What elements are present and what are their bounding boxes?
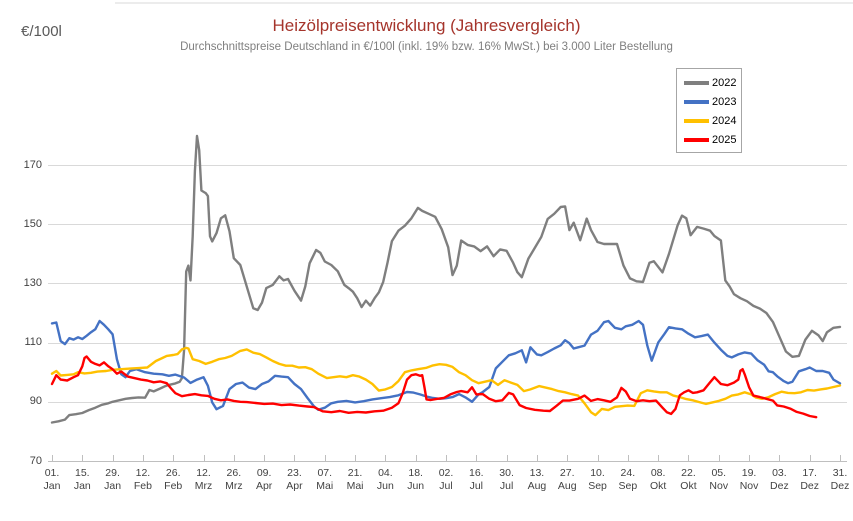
x-tick-label-21.Mai: 21. Mai	[346, 467, 364, 492]
x-tick-label-27.Aug: 27. Aug	[557, 467, 577, 492]
series-line-2023	[50, 319, 842, 411]
x-tick-label-02.Jul: 02. Jul	[438, 467, 454, 492]
y-axis-unit-label: €/100l	[21, 23, 62, 40]
series-line-2022	[50, 134, 842, 424]
legend-swatch-2023	[684, 99, 709, 104]
x-tick-label-09.Apr: 09. Apr	[255, 467, 273, 492]
legend: 2022 2023 2024 2025	[676, 68, 742, 153]
x-tick-label-23.Apr: 23. Apr	[286, 467, 303, 492]
legend-swatch-2025	[684, 137, 709, 142]
series-line-2024	[50, 346, 842, 417]
x-tick-label-07.Mai: 07. Mai	[316, 467, 334, 492]
legend-label-2023: 2023	[712, 95, 737, 108]
legend-item-2022: 2022	[684, 73, 741, 92]
legend-swatch-2024	[684, 118, 709, 123]
y-tick-label-70: 70	[29, 454, 42, 467]
y-tick-label-130: 130	[23, 276, 42, 289]
x-tick-label-30.Jul: 30. Jul	[499, 467, 514, 492]
x-tick-label-12.Feb: 12. Feb	[133, 467, 152, 492]
x-tick-label-16.Jul: 16. Jul	[468, 467, 484, 492]
legend-item-2023: 2023	[684, 92, 741, 111]
x-tick-label-01.Jan: 01. Jan	[43, 467, 61, 492]
chart-title: Heizölpreisentwicklung (Jahresvergleich)	[272, 16, 581, 35]
x-tick-label-15.Jan: 15. Jan	[73, 467, 91, 492]
x-tick-label-24.Sep: 24. Sep	[618, 467, 638, 492]
x-tick-label-08.Okt: 08. Okt	[649, 467, 667, 492]
x-tick-label-10.Sep: 10. Sep	[588, 467, 607, 492]
x-tick-label-13.Aug: 13. Aug	[527, 467, 547, 492]
x-tick-label-26.Mrz: 26. Mrz	[225, 467, 243, 492]
x-tick-label-12.Mrz: 12. Mrz	[194, 467, 213, 492]
y-tick-label-90: 90	[29, 395, 42, 408]
x-tick-label-04.Jun: 04. Jun	[376, 467, 394, 492]
x-tick-label-03.Dez: 03. Dez	[770, 467, 789, 492]
x-tick-label-18.Jun: 18. Jun	[407, 467, 425, 492]
series-line-2025	[50, 355, 818, 419]
legend-item-2024: 2024	[684, 111, 741, 130]
x-tick-label-31.Dez: 31. Dez	[830, 467, 850, 492]
x-tick-label-22.Okt: 22. Okt	[680, 467, 697, 492]
x-tick-label-29.Jan: 29. Jan	[104, 467, 122, 492]
legend-item-2025: 2025	[684, 130, 741, 149]
y-tick-label-170: 170	[23, 158, 42, 171]
x-tick-label-05.Nov: 05. Nov	[709, 467, 729, 492]
x-tick-label-17.Dez: 17. Dez	[800, 467, 820, 492]
x-tick-label-26.Feb: 26. Feb	[164, 467, 183, 492]
y-tick-label-110: 110	[24, 336, 42, 349]
legend-label-2022: 2022	[712, 76, 737, 89]
chart-subtitle: Durchschnittspreise Deutschland in €/100…	[180, 41, 673, 53]
x-tick-label-19.Nov: 19. Nov	[739, 467, 759, 492]
legend-label-2024: 2024	[712, 114, 737, 127]
y-tick-label-150: 150	[23, 217, 42, 230]
legend-label-2025: 2025	[712, 133, 737, 146]
legend-swatch-2022	[684, 80, 709, 85]
